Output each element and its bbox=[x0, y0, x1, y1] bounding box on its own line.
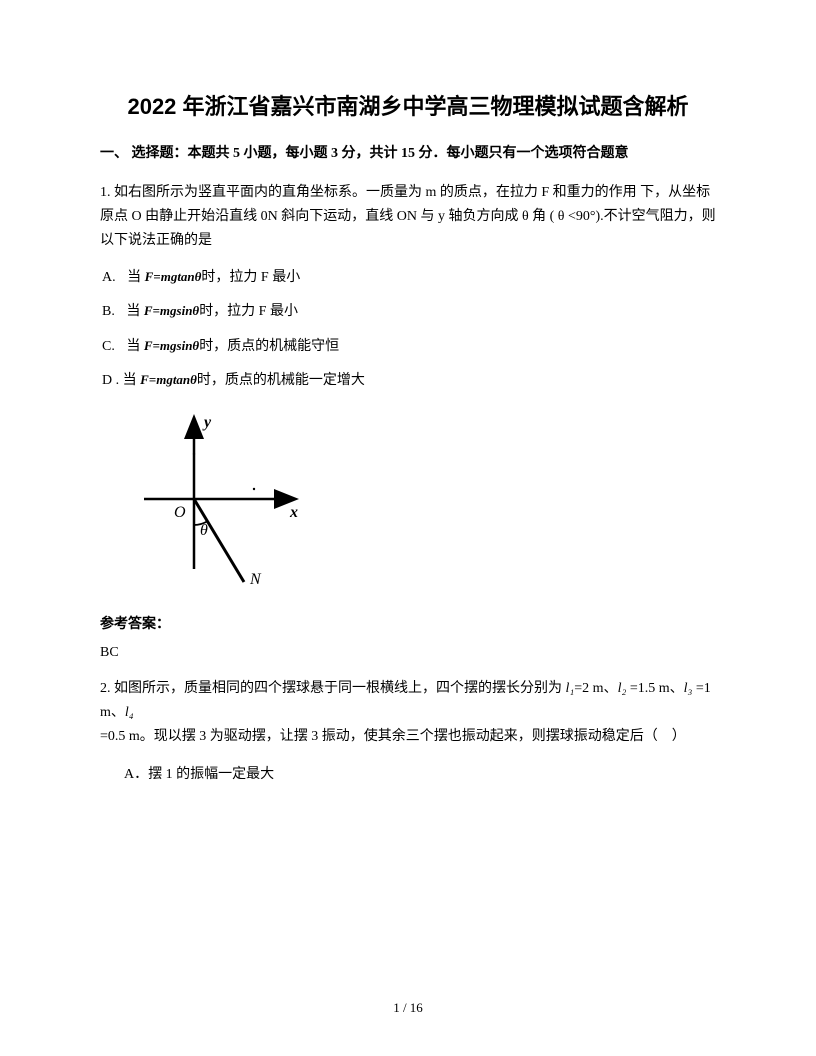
q1-optA-post: 时，拉力 F 最小 bbox=[201, 270, 300, 285]
q2-l4v: =0.5 m。现以摆 3 为驱动摆，让摆 3 振动，使其余三个摆也振动起来，则摆… bbox=[100, 729, 686, 744]
section-header: 一、 选择题：本题共 5 小题，每小题 3 分，共计 15 分．每小题只有一个选… bbox=[100, 143, 716, 165]
q1-optB-formula: F=mgsinθ bbox=[144, 303, 199, 318]
option-label-a: A. bbox=[102, 267, 116, 289]
svg-text:θ: θ bbox=[200, 522, 208, 539]
q2-l4: l₄ bbox=[125, 705, 134, 720]
q1-optD-formula: F=mgtanθ bbox=[140, 372, 197, 387]
q1-optA-formula: F=mgtanθ bbox=[145, 269, 202, 284]
svg-text:N: N bbox=[249, 571, 262, 588]
q2-option-a: A．摆 1 的振幅一定最大 bbox=[124, 763, 716, 787]
q1-optC-post: 时，质点的机械能守恒 bbox=[199, 339, 339, 354]
svg-text:y: y bbox=[202, 414, 212, 431]
q1-optD-pre: D . 当 bbox=[102, 373, 140, 388]
coordinate-diagram: y x O θ N bbox=[134, 404, 716, 599]
q1-optC-formula: F=mgsinθ bbox=[144, 338, 199, 353]
q1-option-b: B. 当 F=mgsinθ时，拉力 F 最小 bbox=[102, 301, 716, 323]
svg-text:x: x bbox=[289, 504, 298, 521]
option-label-c: C. bbox=[102, 336, 115, 358]
svg-text:O: O bbox=[174, 504, 186, 521]
q1-option-a: A. 当 F=mgtanθ时，拉力 F 最小 bbox=[102, 267, 716, 289]
page-number: 1 / 16 bbox=[0, 1000, 816, 1016]
q1-optB-pre: 当 bbox=[126, 304, 144, 319]
q1-optB-post: 时，拉力 F 最小 bbox=[199, 304, 298, 319]
q2-l2v: =1.5 m、 bbox=[626, 681, 683, 696]
q1-option-c: C. 当 F=mgsinθ时，质点的机械能守恒 bbox=[102, 336, 716, 358]
q1-option-d: D . 当 F=mgtanθ时，质点的机械能一定增大 bbox=[102, 370, 716, 392]
q2-l1: l₁ bbox=[566, 681, 575, 696]
option-label-b: B. bbox=[102, 301, 115, 323]
q1-answer-label: 参考答案： bbox=[100, 613, 716, 633]
q2-stem: 2. 如图所示，质量相同的四个摆球悬于同一根横线上，四个摆的摆长分别为 l₁=2… bbox=[100, 677, 716, 748]
q1-optA-pre: 当 bbox=[127, 270, 145, 285]
q2-l1v: =2 m、 bbox=[574, 681, 617, 696]
q1-optD-post: 时，质点的机械能一定增大 bbox=[197, 373, 365, 388]
q1-answer: BC bbox=[100, 645, 716, 661]
q2-stem-p1: 2. 如图所示，质量相同的四个摆球悬于同一根横线上，四个摆的摆长分别为 bbox=[100, 681, 566, 696]
page-title: 2022 年浙江省嘉兴市南湖乡中学高三物理模拟试题含解析 bbox=[100, 90, 716, 123]
q1-stem: 1. 如右图所示为竖直平面内的直角坐标系。一质量为 m 的质点，在拉力 F 和重… bbox=[100, 181, 716, 252]
q1-optC-pre: 当 bbox=[126, 339, 144, 354]
q2-l2: l₂ bbox=[618, 681, 627, 696]
